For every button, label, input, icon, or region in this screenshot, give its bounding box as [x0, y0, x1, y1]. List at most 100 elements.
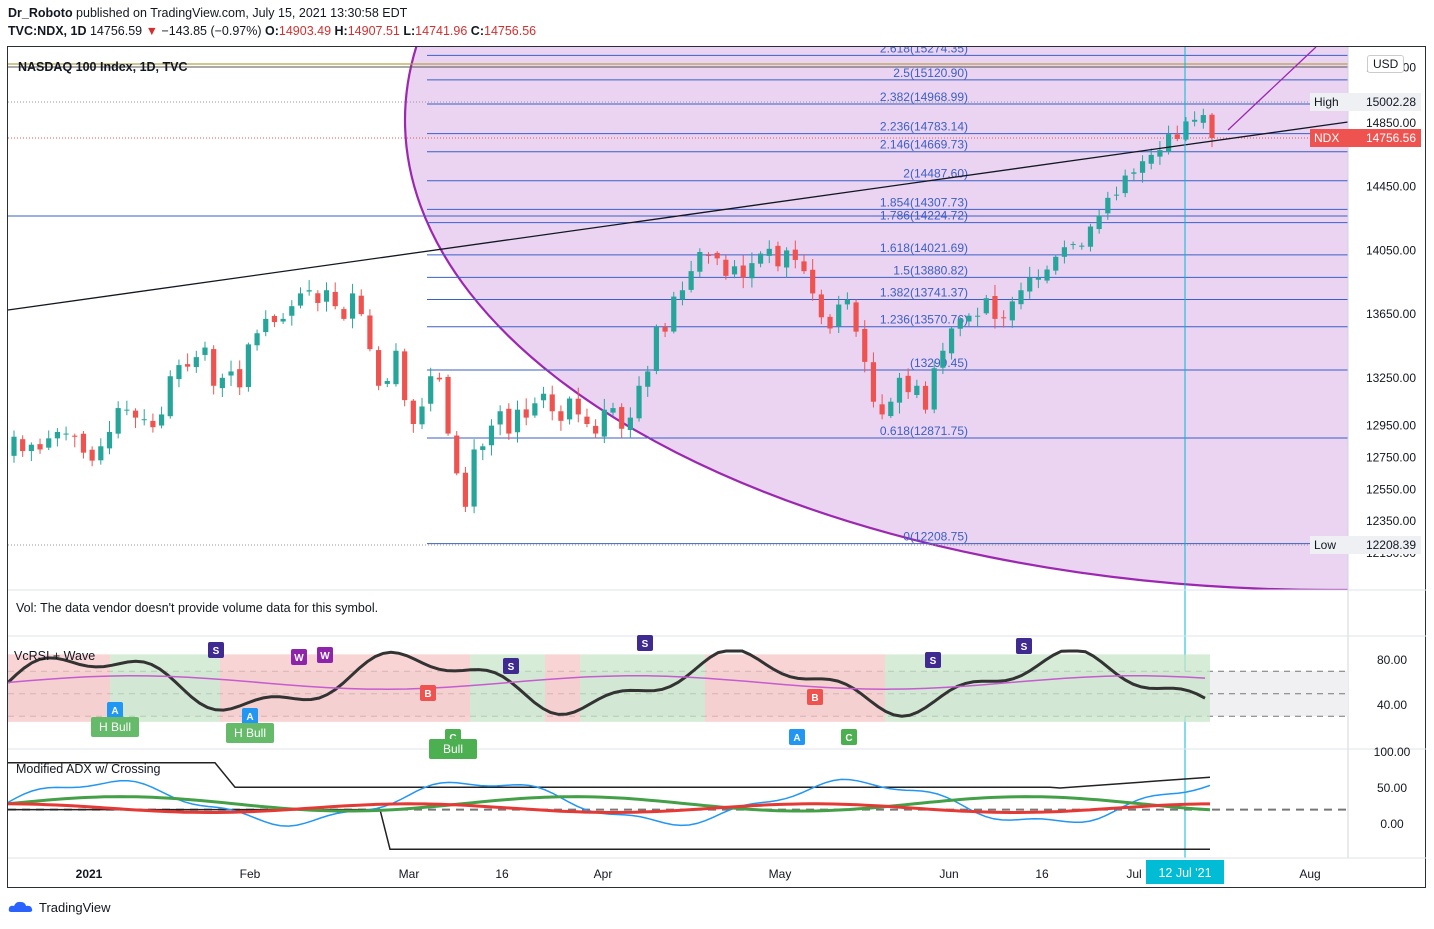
- candle[interactable]: [766, 240, 772, 264]
- candle[interactable]: [72, 433, 78, 448]
- osc-marker[interactable]: A: [789, 729, 805, 745]
- candle[interactable]: [540, 386, 547, 409]
- candle[interactable]: [523, 398, 529, 426]
- candle[interactable]: [549, 385, 555, 421]
- candle[interactable]: [323, 282, 330, 312]
- candle[interactable]: [228, 360, 234, 386]
- candle[interactable]: [497, 405, 503, 436]
- candle[interactable]: [645, 365, 651, 397]
- candle[interactable]: [740, 255, 746, 289]
- candle[interactable]: [1148, 148, 1154, 170]
- candle[interactable]: [714, 251, 720, 266]
- candle[interactable]: [948, 326, 955, 360]
- osc-marker[interactable]: B: [807, 689, 823, 705]
- candle[interactable]: [1018, 282, 1024, 310]
- candle[interactable]: [115, 401, 121, 439]
- candle[interactable]: [957, 317, 963, 337]
- osc-marker[interactable]: W: [317, 647, 333, 663]
- candle[interactable]: [289, 300, 295, 326]
- candle[interactable]: [619, 403, 625, 438]
- candle[interactable]: [124, 400, 130, 416]
- candle[interactable]: [784, 247, 790, 278]
- candle[interactable]: [697, 248, 703, 278]
- candle[interactable]: [1157, 141, 1163, 165]
- candle[interactable]: [428, 367, 434, 412]
- candle[interactable]: [593, 419, 599, 439]
- osc-marker[interactable]: C: [841, 729, 857, 745]
- candle[interactable]: [341, 306, 347, 321]
- candle[interactable]: [1113, 186, 1120, 201]
- candle[interactable]: [436, 372, 442, 382]
- candle[interactable]: [749, 252, 755, 288]
- candle[interactable]: [176, 359, 182, 388]
- candle[interactable]: [219, 373, 225, 398]
- candle[interactable]: [922, 381, 929, 414]
- candle[interactable]: [237, 360, 243, 396]
- candle[interactable]: [688, 260, 694, 293]
- candle[interactable]: [844, 292, 850, 310]
- candle[interactable]: [914, 379, 920, 399]
- candle[interactable]: [966, 313, 972, 326]
- candle[interactable]: [862, 320, 868, 373]
- candle[interactable]: [653, 324, 660, 375]
- candle[interactable]: [393, 343, 399, 387]
- candle[interactable]: [836, 295, 842, 333]
- candle[interactable]: [167, 370, 173, 419]
- candle[interactable]: [879, 394, 885, 420]
- candle[interactable]: [1139, 155, 1146, 183]
- candle[interactable]: [402, 348, 408, 407]
- candle[interactable]: [1096, 209, 1102, 234]
- candle[interactable]: [445, 374, 451, 436]
- candle[interactable]: [671, 291, 677, 334]
- candle[interactable]: [46, 430, 52, 451]
- candle[interactable]: [931, 361, 937, 414]
- osc-marker[interactable]: S: [925, 652, 941, 668]
- candle[interactable]: [610, 402, 616, 416]
- trendline[interactable]: [7, 121, 1349, 311]
- candle[interactable]: [1131, 168, 1137, 182]
- osc-marker[interactable]: A: [107, 702, 123, 718]
- candle[interactable]: [419, 397, 425, 430]
- osc-marker[interactable]: S: [503, 658, 519, 674]
- candle[interactable]: [792, 240, 798, 269]
- candle[interactable]: [627, 407, 633, 438]
- candle[interactable]: [280, 313, 286, 324]
- candle[interactable]: [193, 350, 199, 373]
- candle[interactable]: [558, 405, 564, 431]
- candle[interactable]: [731, 260, 738, 279]
- candle[interactable]: [367, 309, 373, 352]
- candle[interactable]: [1174, 125, 1180, 142]
- candle[interactable]: [80, 431, 87, 459]
- author[interactable]: Dr_Roboto: [8, 6, 73, 20]
- candle[interactable]: [1061, 240, 1068, 264]
- candle[interactable]: [20, 435, 26, 457]
- candle[interactable]: [245, 342, 251, 392]
- candle[interactable]: [106, 420, 113, 455]
- candle[interactable]: [636, 376, 642, 422]
- candle[interactable]: [1027, 266, 1033, 299]
- candle[interactable]: [940, 342, 946, 374]
- candle[interactable]: [254, 329, 260, 351]
- candle[interactable]: [150, 413, 156, 433]
- candle[interactable]: [870, 352, 877, 408]
- candle[interactable]: [1001, 310, 1007, 328]
- candle[interactable]: [462, 466, 469, 513]
- candle[interactable]: [141, 409, 147, 426]
- candle[interactable]: [158, 406, 165, 429]
- candle[interactable]: [853, 299, 859, 337]
- candle[interactable]: [1200, 108, 1206, 129]
- candle[interactable]: [1165, 125, 1172, 155]
- candle[interactable]: [471, 439, 477, 514]
- candle[interactable]: [1192, 111, 1198, 127]
- candle[interactable]: [98, 438, 104, 465]
- candle[interactable]: [810, 258, 816, 301]
- osc-marker[interactable]: S: [1016, 638, 1032, 654]
- currency-button[interactable]: USD: [1367, 55, 1405, 73]
- osc-marker[interactable]: S: [208, 642, 224, 658]
- candle[interactable]: [54, 428, 61, 447]
- candle[interactable]: [410, 398, 416, 433]
- candle[interactable]: [1035, 269, 1041, 289]
- candle[interactable]: [1009, 296, 1015, 328]
- candle[interactable]: [384, 378, 390, 388]
